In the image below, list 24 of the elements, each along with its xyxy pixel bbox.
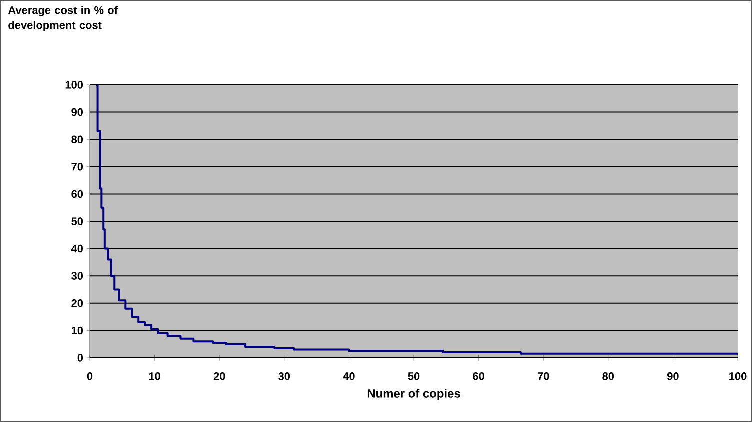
y-axis-title: Average cost in % of development cost bbox=[8, 6, 118, 32]
y-tick-label: 100 bbox=[66, 81, 84, 89]
x-tick-label: 0 bbox=[87, 372, 93, 380]
x-tick-label: 60 bbox=[473, 372, 484, 380]
x-tick-label: 90 bbox=[667, 372, 679, 380]
x-tick-label: 40 bbox=[343, 372, 355, 380]
y-tick-label: 10 bbox=[72, 326, 84, 335]
y-tick-label: 90 bbox=[72, 108, 84, 116]
x-tick-label: 50 bbox=[408, 372, 420, 380]
y-tick-label: 40 bbox=[71, 244, 84, 253]
y-tick-label: 50 bbox=[72, 218, 84, 226]
x-tick-label: 80 bbox=[602, 372, 614, 380]
y-tick-label: 30 bbox=[72, 272, 84, 280]
y-tick-label: 60 bbox=[72, 190, 84, 198]
y-tick-label: 20 bbox=[72, 300, 84, 308]
y-tick-label: 70 bbox=[72, 163, 84, 171]
x-tick-label: 100 bbox=[730, 372, 747, 380]
y-tick-label: 80 bbox=[72, 136, 84, 144]
y-tick-label: 0 bbox=[78, 354, 84, 362]
x-axis-title: Numer of copies bbox=[368, 389, 460, 400]
x-tick-label: 10 bbox=[149, 372, 160, 380]
x-tick-label: 20 bbox=[214, 372, 226, 380]
x-tick-label: 70 bbox=[538, 372, 550, 380]
x-tick-label: 30 bbox=[278, 372, 290, 380]
